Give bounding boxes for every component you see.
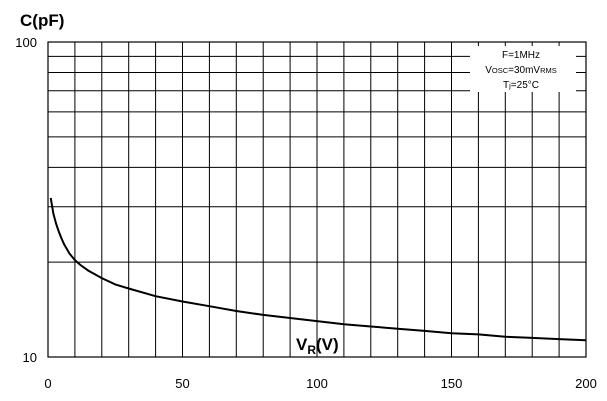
x-axis-label-subscript: R	[307, 343, 316, 357]
annotation-line: VOSC=30mVRMS	[485, 65, 557, 76]
y-tick-label: 100	[15, 35, 37, 50]
annotation-line: F=1MHz	[502, 50, 540, 61]
y-tick-label: 10	[23, 350, 37, 365]
x-tick-labels: 0 50 100 150 200	[44, 376, 596, 391]
x-axis-label: VR(V)	[296, 335, 339, 357]
x-tick-label: 0	[44, 376, 51, 391]
x-axis-label-unit: (V)	[316, 335, 339, 354]
x-axis-label-main: V	[296, 335, 308, 354]
grid	[48, 42, 586, 357]
conditions-annotation: F=1MHz VOSC=30mVRMS Tj=25°C	[470, 46, 576, 92]
x-tick-label: 150	[441, 376, 463, 391]
x-tick-label: 50	[175, 376, 189, 391]
capacitance-curve	[49, 197, 587, 342]
annotation-line: Tj=25°C	[503, 80, 539, 91]
x-tick-label: 200	[575, 376, 597, 391]
y-axis-label: C(pF)	[20, 11, 64, 30]
annotation-background	[470, 46, 576, 92]
y-tick-labels: 10 100	[15, 35, 37, 365]
plot-frame	[47, 41, 587, 358]
x-tick-label: 100	[306, 376, 328, 391]
